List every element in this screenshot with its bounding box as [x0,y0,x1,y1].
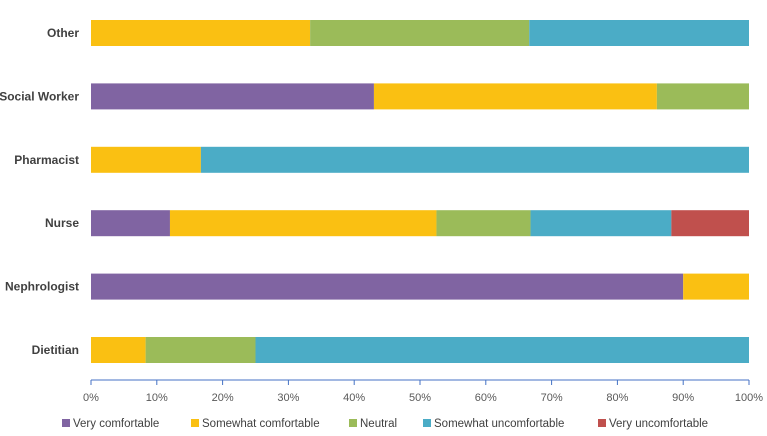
category-label-dietitian: Dietitian [32,343,79,357]
bar-dietitian-somewhat-comfortable [91,337,146,363]
legend-label-very-comfortable: Very comfortable [73,418,159,430]
bar-nephrologist-somewhat-comfortable [683,273,749,300]
legend-label-neutral: Neutral [360,418,397,430]
x-tick-label: 30% [277,392,299,404]
legend: Very comfortable Somewhat comfortable Neut… [62,418,708,430]
x-tick-label: 0% [83,392,99,404]
x-tick-label: 20% [212,392,234,404]
category-label-nephrologist: Nephrologist [5,280,79,294]
x-tick-label: 70% [541,392,563,404]
category-label-pharmacist: Pharmacist [14,153,79,167]
legend-label-somewhat-uncomfortable: Somewhat uncomfortable [434,418,564,430]
legend-swatch-somewhat-comfortable [191,419,199,427]
x-tick-label: 40% [343,392,365,404]
x-tick-label: 80% [606,392,628,404]
bar-other-somewhat-comfortable [91,20,311,46]
x-tick-label: 60% [475,392,497,404]
legend-swatch-neutral [349,419,357,427]
category-label-social-worker: Social Worker [0,89,79,103]
legend-label-very-uncomfortable: Very uncomfortable [609,418,708,430]
legend-swatch-very-comfortable [62,419,70,427]
legend-label-somewhat-comfortable: Somewhat comfortable [202,418,320,430]
bar-dietitian-somewhat-uncomfortable [255,337,749,363]
bar-other-neutral [310,20,530,46]
bar-nurse-very-uncomfortable [671,210,749,237]
bars-layer [91,20,750,363]
x-tick-label: 50% [409,392,431,404]
bar-pharmacist-somewhat-comfortable [91,146,201,173]
bar-social-worker-very-comfortable [91,83,374,110]
bar-nephrologist-very-comfortable [91,273,684,300]
x-axis-ticks: 0% 10% 20% 30% 40% 50% 60% 70% 80% 90% 100% [83,380,763,404]
bar-social-worker-somewhat-comfortable [373,83,657,110]
category-label-other: Other [47,26,79,40]
category-labels: Other Social Worker Pharmacist Nurse Nephrol… [0,26,79,357]
bar-dietitian-neutral [145,337,256,363]
bar-nurse-somewhat-comfortable [169,210,437,237]
category-label-nurse: Nurse [45,216,79,230]
legend-swatch-somewhat-uncomfortable [423,419,431,427]
bar-nurse-neutral [436,210,531,237]
x-tick-label: 10% [146,392,168,404]
bar-nurse-somewhat-uncomfortable [530,210,672,237]
bar-other-somewhat-uncomfortable [529,20,749,46]
bar-nurse-very-comfortable [91,210,170,237]
x-tick-label: 100% [735,392,763,404]
legend-swatch-very-uncomfortable [598,419,606,427]
x-tick-label: 90% [672,392,694,404]
bar-social-worker-neutral [656,83,749,110]
bar-pharmacist-somewhat-uncomfortable [200,146,750,173]
